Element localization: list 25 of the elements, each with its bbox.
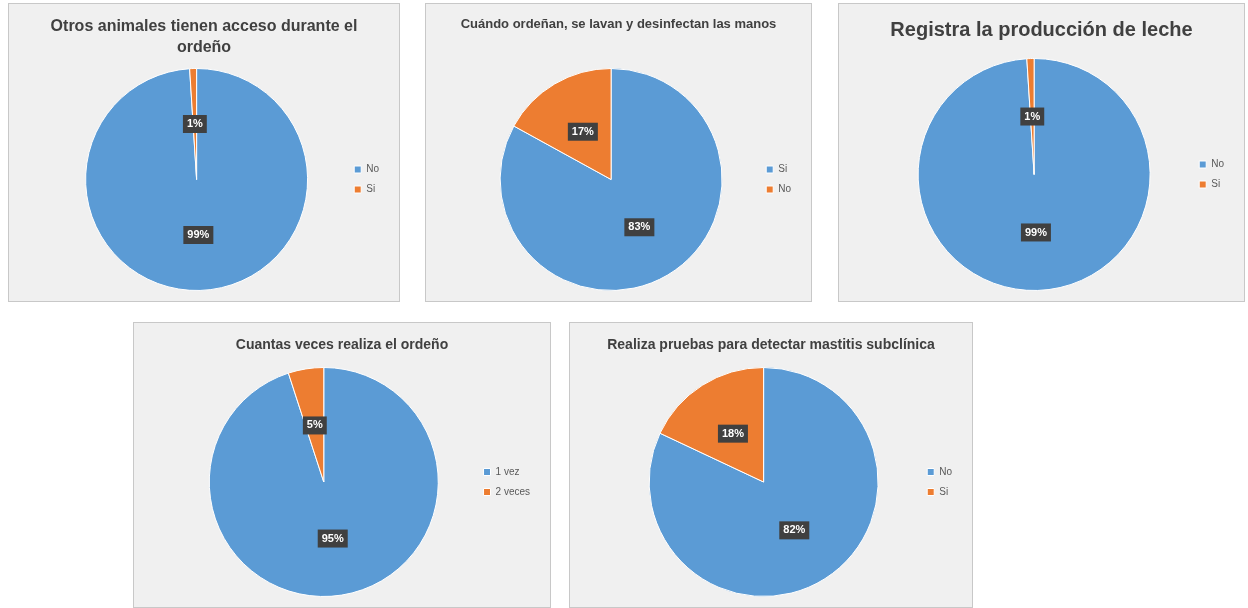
legend-label: No <box>366 163 380 175</box>
legend-label: Si <box>1211 178 1221 190</box>
data-label: 1% <box>1024 109 1041 122</box>
legend-label: Si <box>939 485 949 497</box>
chart-title: Otros animales tienen acceso durante el ordeño <box>49 16 359 57</box>
data-label: 18% <box>721 426 745 439</box>
legend-label: No <box>778 183 792 195</box>
legend-label: 1 vez <box>495 465 520 477</box>
data-label: 82% <box>783 523 806 536</box>
chart-title: Registra la producción de leche <box>889 17 1194 42</box>
data-label: 83% <box>628 220 651 233</box>
legend-label: 2 veces <box>495 485 531 497</box>
legend-label: No <box>1211 158 1225 170</box>
legend-label: No <box>939 465 953 477</box>
data-label: 99% <box>187 228 210 240</box>
data-label: 17% <box>571 124 595 137</box>
data-label: 99% <box>1024 225 1048 238</box>
chart-title: Cuantas veces realiza el ordeño <box>234 335 450 354</box>
data-label: 95% <box>321 531 344 544</box>
data-label: 5% <box>306 418 323 431</box>
chart-title: Cuándo ordeñan, se lavan y desinfectan las manos <box>459 16 778 33</box>
data-label: 1% <box>186 117 204 130</box>
legend-label: Si <box>778 163 788 175</box>
chart-title: Realiza pruebas para detectar mastitis subclínica <box>606 335 936 354</box>
legend-label: Si <box>366 183 376 195</box>
